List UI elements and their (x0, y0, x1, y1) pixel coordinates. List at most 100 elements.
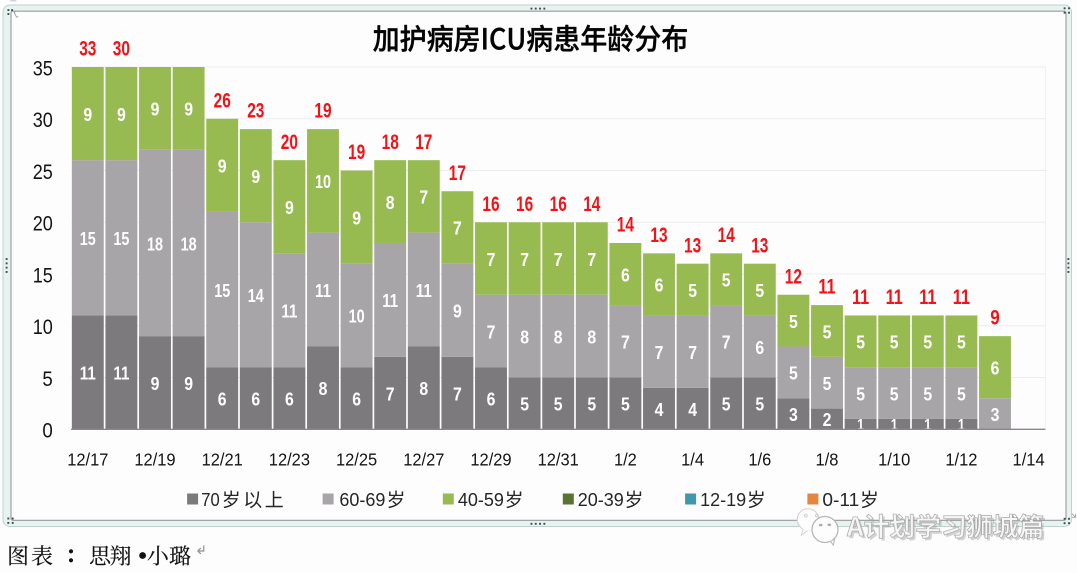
svg-text:14: 14 (617, 213, 634, 237)
svg-text:11: 11 (953, 285, 970, 309)
svg-text:5: 5 (789, 363, 798, 384)
svg-text:17: 17 (449, 161, 466, 185)
svg-text:10: 10 (349, 306, 365, 327)
svg-text:9: 9 (184, 373, 193, 394)
svg-text:30: 30 (113, 37, 130, 61)
svg-text:1/8: 1/8 (816, 450, 839, 470)
svg-text:1/14: 1/14 (1013, 450, 1045, 470)
svg-text:33: 33 (79, 37, 96, 61)
svg-text:7: 7 (487, 321, 496, 342)
svg-text:9: 9 (251, 166, 260, 187)
svg-text:13: 13 (751, 233, 768, 257)
svg-text:19: 19 (314, 99, 331, 123)
svg-text:26: 26 (214, 88, 231, 112)
svg-text:8: 8 (587, 326, 596, 347)
svg-text:23: 23 (247, 99, 264, 123)
svg-text:5: 5 (856, 383, 865, 404)
svg-text:14: 14 (248, 285, 265, 306)
svg-text:6: 6 (655, 275, 664, 296)
svg-text:5: 5 (722, 270, 731, 291)
svg-text:15: 15 (80, 228, 96, 249)
svg-text:70: 70 (201, 489, 219, 510)
svg-text:1/6: 1/6 (748, 450, 771, 470)
svg-text:10: 10 (315, 171, 331, 192)
svg-text:5: 5 (722, 394, 731, 415)
svg-text:7: 7 (520, 249, 529, 270)
svg-text:8: 8 (520, 326, 529, 347)
svg-text:1: 1 (958, 417, 965, 434)
svg-text:11: 11 (919, 285, 936, 309)
svg-text:7: 7 (554, 249, 563, 270)
svg-text:7: 7 (386, 383, 395, 404)
svg-text:1/2: 1/2 (614, 450, 637, 470)
svg-text:18: 18 (382, 130, 399, 154)
svg-text:7: 7 (453, 383, 462, 404)
svg-text:9: 9 (83, 104, 92, 125)
svg-text:5: 5 (621, 394, 630, 415)
svg-text:11: 11 (382, 290, 398, 311)
svg-text:6: 6 (991, 358, 1000, 379)
svg-text:14: 14 (718, 223, 735, 247)
svg-text:5: 5 (42, 367, 52, 391)
svg-text:8: 8 (554, 326, 563, 347)
svg-text:5: 5 (957, 383, 966, 404)
svg-text:3: 3 (789, 404, 798, 425)
svg-text:12/19: 12/19 (134, 450, 175, 470)
svg-text:7: 7 (487, 249, 496, 270)
svg-text:11: 11 (886, 285, 903, 309)
svg-text:13: 13 (684, 233, 701, 257)
svg-text:0-11: 0-11 (822, 489, 859, 510)
svg-text:9: 9 (184, 99, 193, 120)
svg-text:1: 1 (924, 417, 931, 434)
svg-text:6: 6 (755, 337, 764, 358)
svg-text:1/12: 1/12 (945, 450, 977, 470)
svg-text:4: 4 (688, 399, 697, 420)
svg-text:1: 1 (891, 417, 898, 434)
svg-text:9: 9 (151, 99, 160, 120)
svg-text:4: 4 (655, 399, 664, 420)
svg-text:8: 8 (319, 378, 328, 399)
svg-text:12/31: 12/31 (538, 450, 579, 470)
svg-text:12: 12 (785, 264, 802, 288)
svg-text:12/17: 12/17 (67, 450, 108, 470)
svg-text:20-39: 20-39 (578, 489, 624, 510)
svg-text:20: 20 (281, 130, 298, 154)
svg-text:11: 11 (818, 275, 835, 299)
svg-text:15: 15 (113, 228, 129, 249)
svg-text:10: 10 (33, 315, 53, 339)
svg-text:5: 5 (957, 332, 966, 353)
svg-text:5: 5 (890, 332, 899, 353)
svg-text:5: 5 (923, 332, 932, 353)
svg-text:6: 6 (251, 389, 260, 410)
svg-text:8: 8 (386, 192, 395, 213)
svg-text:5: 5 (755, 280, 764, 301)
svg-text:5: 5 (520, 394, 529, 415)
svg-text:5: 5 (587, 394, 596, 415)
svg-text:11: 11 (852, 285, 869, 309)
svg-text:12/29: 12/29 (470, 450, 511, 470)
svg-text:5: 5 (890, 383, 899, 404)
svg-text:1/10: 1/10 (878, 450, 910, 470)
svg-text:19: 19 (348, 140, 365, 164)
svg-text:30: 30 (33, 108, 53, 132)
svg-text:12/27: 12/27 (403, 450, 444, 470)
svg-text:11: 11 (113, 363, 129, 384)
svg-text:1/4: 1/4 (681, 450, 704, 470)
svg-text:11: 11 (315, 280, 331, 301)
svg-text:6: 6 (352, 389, 361, 410)
svg-text:5: 5 (823, 373, 832, 394)
svg-text:15: 15 (33, 263, 53, 287)
svg-text:13: 13 (650, 223, 667, 247)
svg-text:7: 7 (688, 342, 697, 363)
svg-text:17: 17 (415, 130, 432, 154)
svg-text:12/21: 12/21 (202, 450, 243, 470)
svg-text:5: 5 (789, 311, 798, 332)
svg-text:5: 5 (688, 280, 697, 301)
svg-text:7: 7 (419, 187, 428, 208)
svg-text:5: 5 (554, 394, 563, 415)
svg-text:9: 9 (453, 301, 462, 322)
svg-text:16: 16 (550, 192, 567, 216)
svg-text:2: 2 (823, 409, 832, 430)
svg-text:1: 1 (857, 417, 864, 434)
svg-text:12/23: 12/23 (269, 450, 310, 470)
